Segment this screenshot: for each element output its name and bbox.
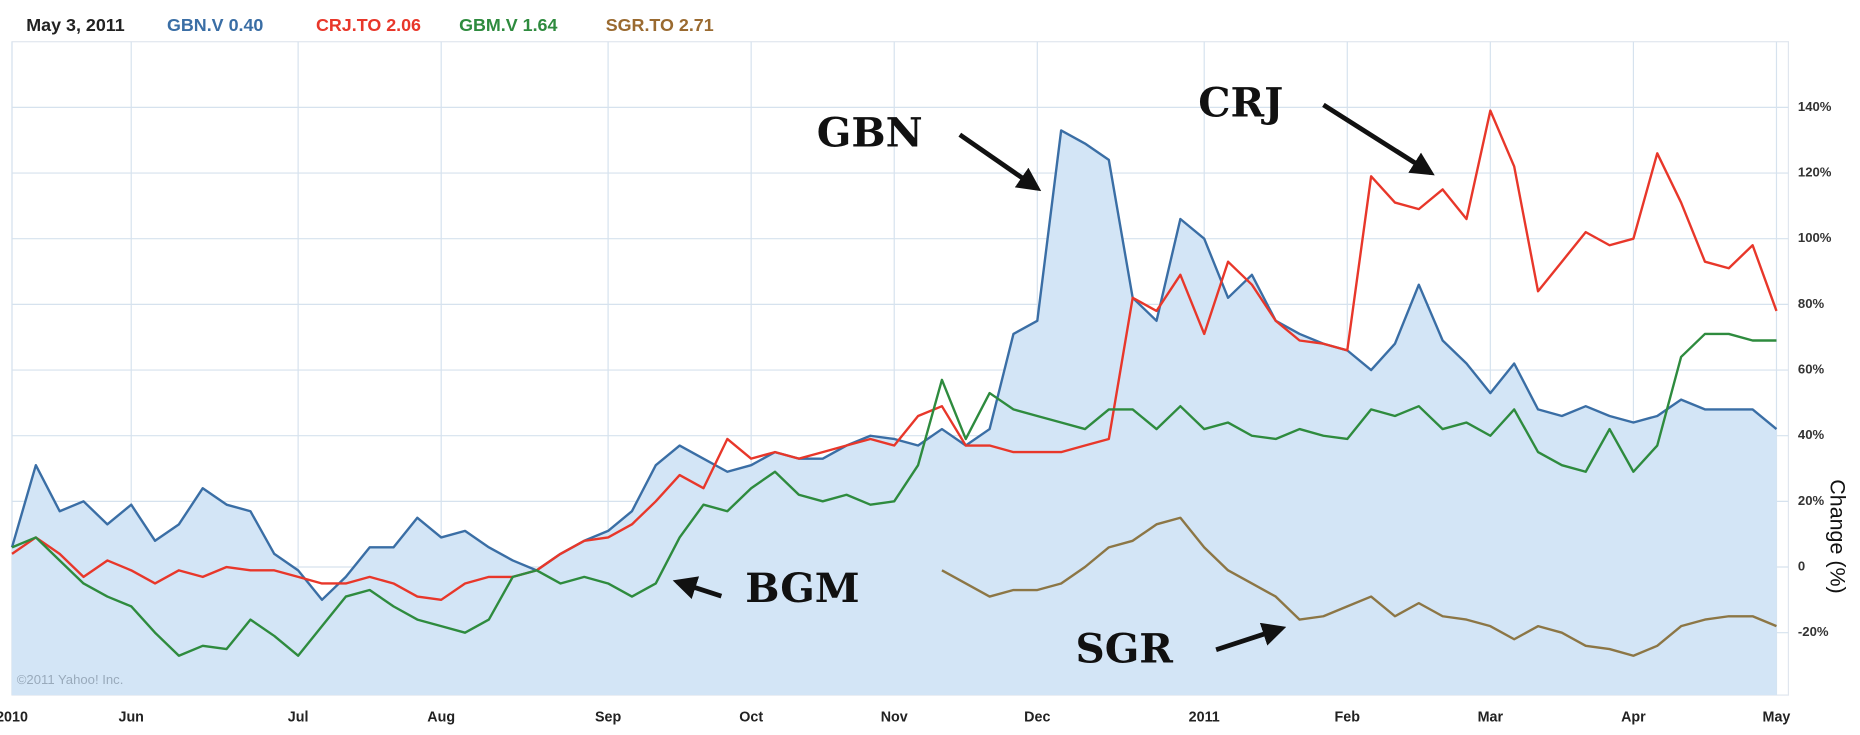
legend-entry: SGR.TO 2.71: [606, 15, 714, 35]
line: [11, 332, 1777, 657]
arrow: [1215, 622, 1287, 653]
x-tick-label: May: [1763, 709, 1791, 725]
copyright: ©2011 Yahoo! Inc.: [17, 672, 124, 687]
x-tick-label: 2011: [1189, 709, 1220, 725]
x-tick-label: Sep: [595, 709, 621, 725]
legend-quote: 2.71: [679, 15, 714, 35]
legend-entry: CRJ.TO 2.06: [316, 15, 421, 35]
x-tick-label: Oct: [739, 709, 763, 725]
legend-name: CRJ.TO: [316, 15, 381, 35]
legend-name: GBN.V: [167, 15, 224, 35]
header-bar: [0, 0, 1789, 41]
area: [11, 130, 1777, 696]
legend-name: SGR.TO: [606, 15, 674, 35]
y-tick-label: 140%: [1798, 99, 1832, 114]
annotation: GBN: [817, 108, 923, 156]
annotation: BGM: [745, 564, 859, 612]
y-tick-label: 20%: [1798, 493, 1825, 508]
y-tick-label: -20%: [1798, 624, 1829, 639]
y-tick-label: 120%: [1798, 165, 1832, 180]
x-tick-label: Aug: [427, 709, 455, 725]
arrow: [1322, 102, 1435, 176]
x-tick-label: Nov: [881, 709, 908, 725]
x-tick-label: Feb: [1335, 709, 1361, 725]
annotation: CRJ: [1198, 79, 1283, 127]
legend-entry: GBN.V 0.40: [167, 15, 263, 35]
y-tick-label: 0: [1798, 558, 1805, 573]
x-tick-label: Dec: [1024, 709, 1050, 725]
line: [941, 516, 1777, 657]
legend-quote: 2.06: [386, 15, 421, 35]
annotation: SGR: [1075, 625, 1173, 673]
legend-name: GBM.V: [459, 15, 518, 35]
legend-entry: GBM.V 1.64: [459, 15, 557, 35]
y-tick-label: 60%: [1798, 362, 1825, 377]
y-tick-label: 100%: [1798, 230, 1832, 245]
legend-date: May 3, 2011: [26, 15, 124, 35]
y-axis-label: Change (%): [1825, 479, 1849, 593]
line: [11, 109, 1778, 601]
x-tick-label: Jul: [288, 709, 309, 725]
x-tick-label: Apr: [1621, 709, 1646, 725]
x-tick-label: Mar: [1478, 709, 1504, 725]
x-tick-label: Jun: [119, 709, 144, 725]
legend-quote: 0.40: [229, 15, 264, 35]
arrow: [672, 576, 723, 600]
arrow: [958, 132, 1042, 192]
y-tick-label: 80%: [1798, 296, 1825, 311]
x-tick-label: 2010: [0, 709, 28, 725]
y-tick-label: 40%: [1798, 427, 1825, 442]
legend-quote: 1.64: [523, 15, 558, 35]
